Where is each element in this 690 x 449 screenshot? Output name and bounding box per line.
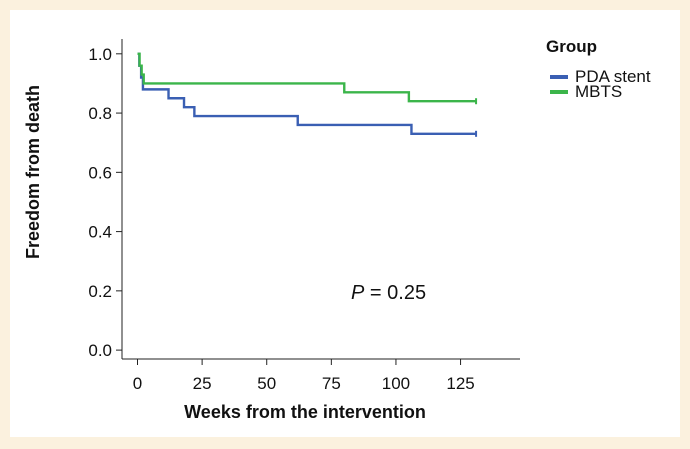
x-tick-label: 75 (322, 374, 341, 393)
ticks: 0 25 50 75 100 125 0.0 0.2 0.4 0.6 0.8 1.0 (88, 45, 474, 393)
x-tick-label: 0 (133, 374, 142, 393)
y-axis-title: Freedom from death (23, 85, 43, 259)
x-axis-title: Weeks from the intervention (184, 402, 426, 422)
p-value-annotation: P = 0.25 (351, 282, 426, 304)
x-tick-label: 50 (257, 374, 276, 393)
legend-item-pda-stent: PDA stent (550, 67, 651, 86)
legend-title: Group (546, 37, 597, 56)
y-tick-label: 0.6 (88, 163, 112, 182)
p-value-symbol: P (351, 282, 365, 304)
x-tick-label: 125 (446, 374, 474, 393)
y-tick-label: 0.2 (88, 282, 112, 301)
y-tick-label: 0.4 (88, 223, 112, 242)
y-tick-label: 0.0 (88, 341, 112, 360)
km-chart: 0 25 50 75 100 125 0.0 0.2 0.4 0.6 0.8 1.0 Weeks fr… (23, 37, 651, 422)
x-tick-label: 25 (193, 374, 212, 393)
legend-item-mbts: MBTS (550, 82, 622, 101)
x-tick-label: 100 (382, 374, 410, 393)
series-group (137, 52, 478, 137)
p-value-rest: = 0.25 (364, 282, 426, 304)
series-line-pda-stent (137, 52, 477, 136)
y-tick-label: 0.8 (88, 104, 112, 123)
series-line-mbts (137, 52, 477, 103)
legend-label-mbts: MBTS (575, 82, 622, 101)
legend-label-pda-stent: PDA stent (575, 67, 651, 86)
axes (121, 39, 520, 360)
legend: Group PDA stent MBTS (546, 37, 651, 101)
chart-panel: 0 25 50 75 100 125 0.0 0.2 0.4 0.6 0.8 1.0 Weeks fr… (10, 10, 680, 437)
y-tick-label: 1.0 (88, 45, 112, 64)
